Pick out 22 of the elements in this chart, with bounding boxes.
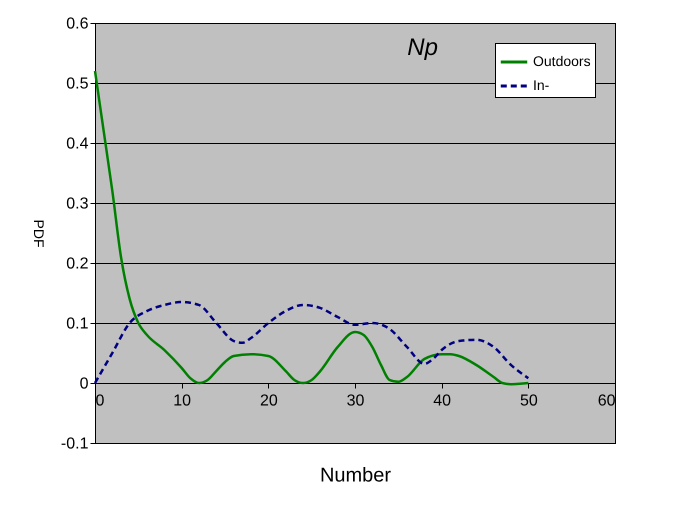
text: Np [407,34,438,62]
y-tick-label: 0.5 [66,76,89,92]
y-tick-label: 0.2 [66,256,89,272]
x-tick-label: 30 [346,392,364,410]
y-tick-label: 0.4 [66,136,89,152]
y-tick-label: 0 [80,376,89,392]
line-series [94,300,530,384]
y-tick-label: 0.3 [66,196,89,212]
y-tick-label: -0.1 [60,436,89,452]
y-tick-label: 0.6 [66,16,89,32]
y-tick-label: 0.1 [66,316,89,332]
x-tick-label: 20 [260,392,278,410]
y-axis-title: PDF [30,220,47,248]
line-series [94,70,530,386]
legend-label: Outdoors [533,53,591,69]
legend-label: In- [533,77,550,93]
x-axis-title: Number [320,464,392,486]
x-tick-label: 40 [433,392,452,410]
x-tick-label: 10 [173,392,192,410]
x-tick-label: 0 [96,392,104,410]
x-tick-label: 60 [598,392,616,410]
x-tick-label: 50 [520,392,538,410]
